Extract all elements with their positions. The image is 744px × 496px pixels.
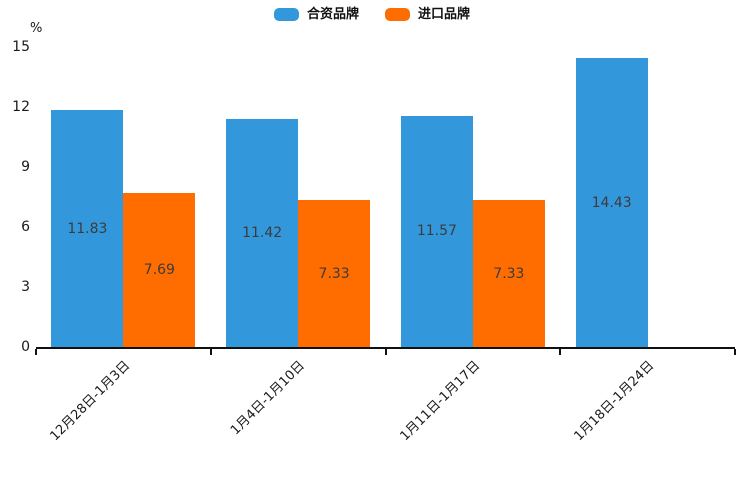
bar-value-label: 11.57: [416, 223, 457, 240]
x-axis-tick-mark: [35, 349, 37, 355]
bar-value-label: 11.42: [242, 224, 283, 241]
legend-swatch-icon: [385, 8, 410, 21]
bar-value-label: 11.83: [67, 220, 108, 237]
x-axis-tick-mark: [734, 349, 736, 355]
x-category-label: 12月28日-1月3日: [47, 358, 134, 445]
legend-item-series-0[interactable]: 合资品牌: [273, 7, 359, 22]
legend-swatch-icon: [273, 8, 299, 21]
legend-item-series-1[interactable]: 进口品牌: [385, 8, 470, 21]
bar-合资品牌-3: 14.43: [575, 58, 648, 347]
x-axis-tick-mark: [384, 349, 387, 355]
x-axis-tick-mark: [209, 349, 212, 355]
bar-进口品牌-1: 7.33: [298, 200, 371, 347]
bar-合资品牌-0: 11.83: [51, 110, 124, 347]
y-tick-label: 12: [12, 99, 30, 115]
bar-value-label: 7.69: [143, 262, 175, 279]
y-tick-label: 15: [12, 39, 30, 55]
legend: 合资品牌 进口品牌: [0, 8, 744, 21]
y-tick-label: 3: [21, 279, 30, 295]
y-tick-label: 6: [21, 219, 30, 235]
y-tick-label: 0: [21, 339, 30, 355]
x-category-label: 1月18日-1月24日: [571, 358, 658, 445]
bar-合资品牌-2: 11.57: [400, 115, 473, 347]
x-category-label: 1月11日-1月17日: [396, 358, 483, 445]
legend-label: 合资品牌: [306, 7, 359, 22]
x-category-label: 1月4日-1月10日: [228, 358, 309, 439]
x-axis-tick-mark: [559, 349, 562, 355]
bar-进口品牌-2: 7.33: [472, 200, 545, 347]
y-tick-label: 9: [21, 159, 30, 175]
bar-合资品牌-1: 11.42: [226, 118, 299, 347]
x-axis-line: [36, 347, 735, 349]
bar-value-label: 7.33: [493, 265, 525, 282]
bar-进口品牌-0: 7.69: [123, 193, 196, 347]
y-axis-unit-label: %: [30, 21, 43, 36]
legend-label: 进口品牌: [418, 7, 471, 22]
bar-value-label: 14.43: [591, 194, 632, 211]
bar-value-label: 7.33: [318, 265, 350, 282]
